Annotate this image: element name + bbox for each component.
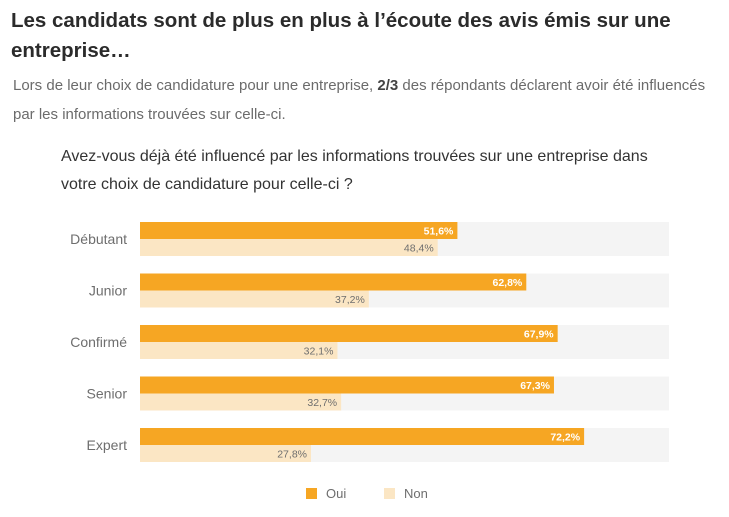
page-headline: Les candidats sont de plus en plus à l’é…: [11, 9, 671, 62]
bar-oui: [140, 376, 554, 394]
intro-text: Lors de leur choix de candidature pour u…: [13, 71, 718, 129]
intro-text-end: des répondants déclarent avoir été influ…: [13, 77, 706, 123]
data-label: 48,4%: [404, 243, 434, 255]
bar-non: [140, 445, 312, 462]
chart-title: Avez-vous déjà été influencé par les inf…: [61, 148, 648, 193]
bar-non: [140, 239, 438, 256]
bar-non: [140, 290, 369, 308]
intro-highlight: 2/3: [377, 77, 399, 94]
legend-label-oui: Oui: [326, 486, 346, 501]
data-label: 32,1%: [304, 346, 334, 358]
data-label: 67,9%: [524, 329, 554, 341]
data-label: 27,8%: [277, 449, 307, 461]
data-label: 32,7%: [307, 397, 337, 409]
intro-text-start: Lors de leur choix de candidature pour u…: [13, 77, 378, 94]
data-label: 62,8%: [493, 277, 523, 289]
bar-non: [140, 342, 338, 359]
data-label: 72,2%: [550, 432, 580, 444]
bar-non: [140, 393, 342, 411]
data-label: 37,2%: [335, 294, 365, 306]
legend-label-non: Non: [404, 486, 428, 501]
bar-oui: [140, 325, 558, 342]
data-label: 51,6%: [424, 226, 454, 238]
bar-oui: [140, 222, 458, 239]
category-label: Confirmé: [70, 334, 127, 350]
legend-swatch-non: [384, 488, 395, 499]
bar-oui: [140, 428, 585, 445]
category-label: Junior: [89, 283, 127, 299]
category-label: Débutant: [70, 231, 127, 247]
data-label: 67,3%: [520, 380, 550, 392]
legend-swatch-oui: [306, 488, 317, 499]
category-label: Senior: [87, 386, 128, 402]
category-label: Expert: [87, 437, 128, 453]
bar-oui: [140, 273, 527, 291]
